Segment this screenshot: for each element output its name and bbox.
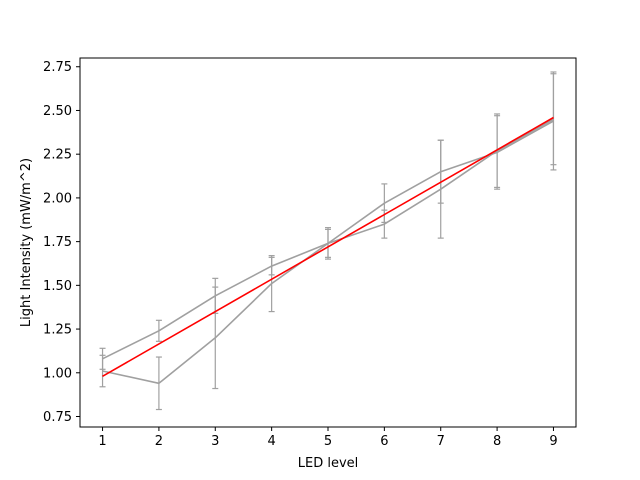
x-tick-label: 2 bbox=[155, 434, 163, 449]
x-tick-label: 4 bbox=[267, 434, 275, 449]
x-tick-label: 1 bbox=[98, 434, 106, 449]
series-line-2 bbox=[102, 118, 554, 385]
x-axis-label: LED level bbox=[298, 456, 359, 471]
y-axis-label: Light Intensity (mW/m^2) bbox=[19, 158, 34, 327]
x-tick-label: 5 bbox=[324, 434, 332, 449]
x-tick-label: 6 bbox=[380, 434, 388, 449]
x-tick-label: 7 bbox=[437, 434, 445, 449]
fit-line bbox=[102, 116, 554, 377]
x-tick-label: 8 bbox=[493, 434, 501, 449]
plot-area bbox=[99, 71, 557, 411]
y-tick-label: 2.50 bbox=[43, 104, 72, 119]
y-tick-label: 2.00 bbox=[43, 191, 72, 206]
y-tick-label: 1.25 bbox=[43, 323, 72, 338]
y-tick-label: 1.00 bbox=[43, 366, 72, 381]
x-tick-label: 9 bbox=[549, 434, 557, 449]
y-tick-label: 1.75 bbox=[43, 235, 72, 250]
y-tick-label: 0.75 bbox=[43, 410, 72, 425]
x-tick-label: 3 bbox=[211, 434, 219, 449]
y-tick-label: 2.75 bbox=[43, 60, 72, 75]
y-tick-label: 1.50 bbox=[43, 279, 72, 294]
axes: 1 2 3 4 5 6 7 8 9 0.75 1.00 1.25 1.50 1.75 2.00 2.25 2.5… bbox=[43, 57, 577, 449]
y-tick-label: 2.25 bbox=[43, 148, 72, 163]
